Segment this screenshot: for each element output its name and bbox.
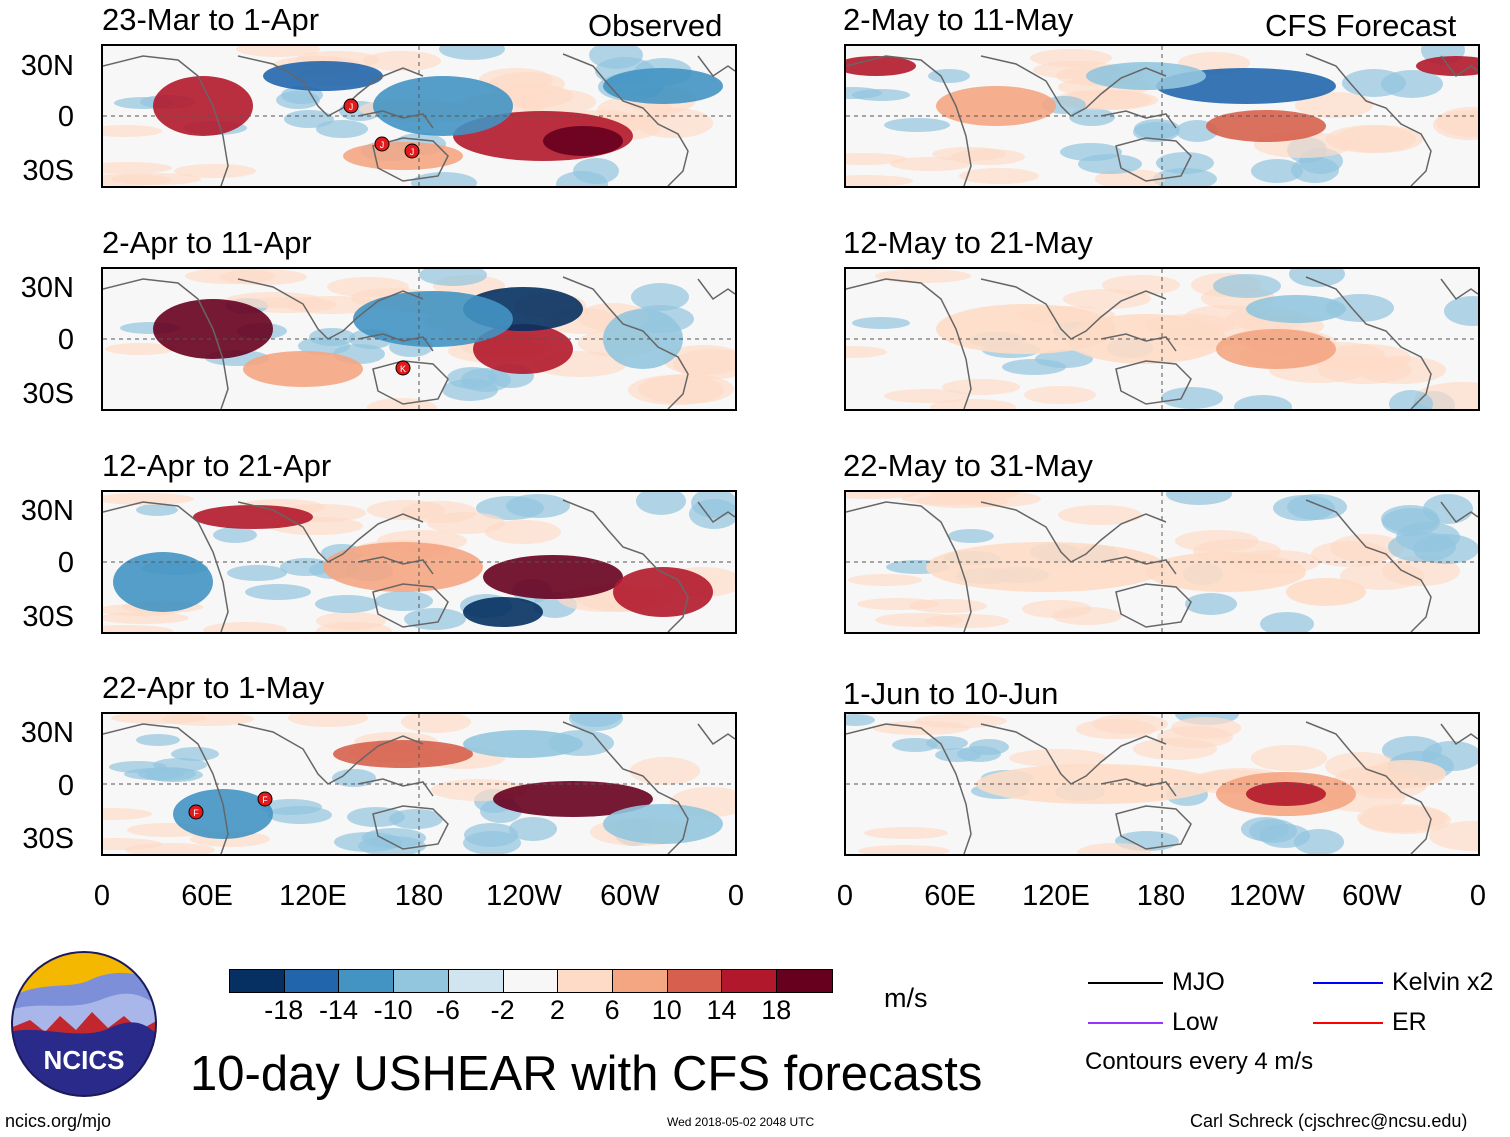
- colorbar-tick-label: -18: [264, 995, 304, 1025]
- colorbar-tick-label: 14: [706, 995, 737, 1025]
- colorbar-tick-label: 10: [651, 995, 682, 1025]
- colorbar-swatch: [558, 970, 614, 992]
- colorbar-tick-label: -10: [373, 995, 413, 1025]
- colorbar-swatch: [284, 970, 340, 992]
- legend-kelvin-label: Kelvin x2: [1392, 968, 1494, 996]
- map-panel-fc-1: [844, 44, 1480, 188]
- map-panel-fc-4: [844, 712, 1480, 856]
- footer-url[interactable]: ncics.org/mjo: [5, 1111, 112, 1131]
- panel-title-obs-3: 12-Apr to 21-Apr: [102, 448, 332, 483]
- colorbar-tick-label: -6: [435, 995, 460, 1025]
- xtick-60w: 60W: [1342, 880, 1402, 912]
- ytick-30n: 30N: [20, 50, 74, 82]
- xtick-120e: 120E: [279, 880, 347, 912]
- ytick-0: 0: [57, 324, 74, 356]
- legend-mjo-label: MJO: [1172, 968, 1225, 996]
- xtick-0-end: 0: [727, 880, 745, 912]
- ytick-30n: 30N: [20, 717, 74, 749]
- map-panel-obs-1: [101, 44, 737, 188]
- colorbar-tick-label: 18: [761, 995, 792, 1025]
- map-panel-obs-2: [101, 267, 737, 411]
- xtick-60e: 60E: [924, 880, 976, 912]
- xtick-180: 180: [1136, 880, 1186, 912]
- storm-marker-f: F: [257, 789, 273, 814]
- xtick-180: 180: [394, 880, 444, 912]
- xtick-0: 0: [836, 880, 854, 912]
- storm-marker-j: J: [374, 134, 390, 159]
- svg-text:J: J: [410, 147, 415, 157]
- panel-title-fc-1: 2-May to 11-May: [843, 2, 1074, 37]
- storm-marker-f: F: [188, 802, 204, 827]
- panel-title-obs-4: 22-Apr to 1-May: [102, 670, 325, 705]
- colorbar-swatch: [722, 970, 778, 992]
- colorbar-unit: m/s: [884, 983, 928, 1013]
- legend-kelvin-line: [1313, 982, 1383, 984]
- ytick-30s: 30S: [22, 823, 74, 855]
- colorbar-swatch: [230, 970, 285, 992]
- svg-text:NCICS: NCICS: [44, 1045, 125, 1075]
- legend-er-line: [1313, 1022, 1383, 1024]
- ytick-30s: 30S: [22, 378, 74, 410]
- legend-mjo-line: [1088, 982, 1163, 984]
- ytick-0: 0: [57, 101, 74, 133]
- ytick-30s: 30S: [22, 601, 74, 633]
- observed-label: Observed: [588, 8, 723, 43]
- footer-author: Carl Schreck (cjschrec@ncsu.edu): [1190, 1111, 1468, 1131]
- colorbar-swatch: [503, 970, 559, 992]
- svg-text:J: J: [380, 140, 385, 150]
- panel-title-fc-3: 22-May to 31-May: [843, 448, 1093, 483]
- colorbar-swatch: [339, 970, 395, 992]
- colorbar-swatch: [394, 970, 449, 992]
- colorbar: [229, 969, 833, 993]
- ytick-0: 0: [57, 770, 74, 802]
- ytick-30n: 30N: [20, 495, 74, 527]
- ytick-30s: 30S: [22, 155, 74, 187]
- ncics-logo: NCICS: [10, 950, 158, 1098]
- xtick-60e: 60E: [181, 880, 233, 912]
- ytick-0: 0: [57, 547, 74, 579]
- xtick-0-end: 0: [1469, 880, 1487, 912]
- map-panel-obs-3: [101, 490, 737, 634]
- map-panel-obs-4: [101, 712, 737, 856]
- storm-marker-j: J: [404, 141, 420, 166]
- map-panel-fc-2: [844, 267, 1480, 411]
- colorbar-swatch: [448, 970, 504, 992]
- storm-marker-j: J: [343, 96, 359, 121]
- xtick-120w: 120W: [486, 880, 562, 912]
- colorbar-tick-label: 2: [549, 995, 565, 1025]
- svg-text:J: J: [349, 102, 354, 112]
- xtick-120e: 120E: [1022, 880, 1090, 912]
- storm-marker-k: K: [395, 358, 411, 383]
- colorbar-tick-label: -2: [490, 995, 515, 1025]
- colorbar-tick-label: 6: [604, 995, 620, 1025]
- legend-low-label: Low: [1172, 1008, 1218, 1036]
- xtick-120w: 120W: [1229, 880, 1305, 912]
- legend-contour-note: Contours every 4 m/s: [1085, 1048, 1314, 1075]
- map-panel-fc-3: [844, 490, 1480, 634]
- svg-text:F: F: [262, 795, 268, 805]
- legend-low-line: [1088, 1022, 1163, 1024]
- panel-title-fc-4: 1-Jun to 10-Jun: [843, 676, 1059, 711]
- xtick-60w: 60W: [600, 880, 660, 912]
- xtick-0: 0: [93, 880, 111, 912]
- colorbar-swatch: [667, 970, 723, 992]
- panel-title-obs-1: 23-Mar to 1-Apr: [102, 2, 320, 37]
- footer-timestamp: Wed 2018-05-02 2048 UTC: [667, 1115, 815, 1129]
- legend-er-label: ER: [1392, 1008, 1427, 1036]
- forecast-label: CFS Forecast: [1265, 8, 1457, 43]
- colorbar-tick-label: -14: [318, 995, 358, 1025]
- colorbar-swatch: [777, 970, 832, 992]
- main-title: 10-day USHEAR with CFS forecasts: [190, 1047, 983, 1101]
- ytick-30n: 30N: [20, 272, 74, 304]
- panel-title-obs-2: 2-Apr to 11-Apr: [102, 225, 312, 260]
- colorbar-swatch: [613, 970, 668, 992]
- panel-title-fc-2: 12-May to 21-May: [843, 225, 1093, 260]
- svg-text:F: F: [193, 808, 199, 818]
- svg-text:K: K: [400, 364, 406, 374]
